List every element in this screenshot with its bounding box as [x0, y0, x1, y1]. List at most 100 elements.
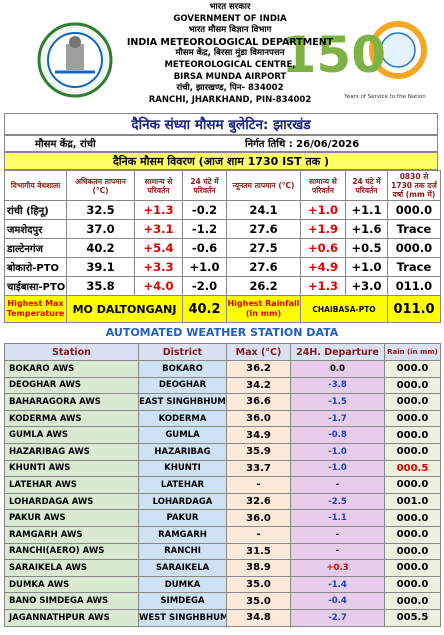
station-cell: RAMGARH AWS	[4, 525, 139, 544]
value-cell: 32.5	[66, 200, 135, 220]
value-cell: 39.1	[66, 257, 135, 277]
rain-cell: 000.0	[384, 442, 441, 461]
column-header: 24 घंटे में परिवर्तन	[182, 170, 227, 201]
departure-cell: -3.8	[290, 376, 385, 395]
column-header: सामान्य से परिवर्तन	[134, 170, 183, 201]
max-cell: 35.0	[226, 592, 291, 610]
departure-cell: -	[290, 476, 385, 494]
column-header: अधिकतम तापमान (°C)	[66, 170, 135, 201]
station-cell: HAZARIBAG AWS	[4, 442, 139, 461]
aws-row: PAKUR AWS PAKUR 36.0 -1.1 000.0	[4, 509, 441, 527]
departure-cell: -1.0	[290, 459, 385, 478]
max-cell: -	[226, 525, 291, 544]
district-cell: RANCHI	[138, 542, 227, 561]
district-cell: KODERMA	[138, 409, 227, 428]
departure-cell: +0.3	[290, 559, 385, 577]
column-header: सामान्य से परिवर्तन	[300, 170, 346, 201]
station-cell: PAKUR AWS	[4, 509, 139, 527]
rain-cell: 005.5	[384, 608, 441, 627]
logo-tagline: Years of Service to the Nation	[343, 94, 426, 100]
header-line: भारत मौसम विज्ञान विभाग	[188, 25, 272, 36]
header-line: RANCHI, JHARKHAND, PIN-834002	[148, 94, 312, 105]
header-line: BIRSA MUNDA AIRPORT	[173, 71, 287, 82]
bulletin-title: दैनिक संध्या मौसम बुलेटिन: झारखंड	[4, 113, 438, 135]
district-cell: DUMKA	[138, 575, 227, 594]
station-row: जमशेदपुर 37.0 +3.1 -1.2 27.6 +1.9 +1.6 Trace	[4, 219, 441, 239]
value-cell: +3.1	[134, 219, 183, 239]
value-cell: 27.5	[226, 238, 301, 258]
max-cell: 34.8	[226, 608, 291, 627]
rain-cell: 000.0	[384, 393, 441, 411]
highlight-cell: Highest Max Temperature	[4, 295, 67, 323]
column-header: 24 घंटे में परिवर्तन	[345, 170, 388, 201]
district-cell: RAMGARH	[138, 525, 227, 544]
station-name: डाल्टेनगंज	[4, 238, 67, 258]
logo-150: 150 Years of Service to the Nation	[282, 21, 427, 100]
issue-date: निर्गत तिथि : 26/06/2026	[245, 139, 360, 150]
aws-row: RANCHI(AERO) AWS RANCHI 31.5-000.0	[4, 542, 441, 561]
max-cell: 38.9	[226, 559, 291, 577]
header-line: मौसम केंद्र, बिरसा मुंडा विमानपत्तन	[175, 48, 285, 59]
station-cell: GUMLA AWS	[4, 426, 139, 444]
max-cell: 33.7	[226, 459, 291, 478]
district-cell: HAZARIBAG	[138, 442, 227, 461]
aws-title: AUTOMATED WEATHER STATION DATA	[105, 326, 339, 339]
value-cell: Trace	[387, 219, 441, 239]
header-row: विभागीय वेधशाला अधिकतम तापमान (°C) सामान्य…	[4, 170, 441, 201]
value-cell: -1.2	[182, 219, 227, 239]
value-cell: +1.0	[345, 257, 388, 277]
district-cell: GUMLA	[138, 426, 227, 444]
aws-row: LATEHAR AWS LATEHAR - -000.0	[4, 476, 441, 494]
value-cell: +3.3	[134, 257, 183, 277]
district-cell: LATEHAR	[138, 476, 227, 494]
subtitle: दैनिक मौसम विवरण (आज शाम 1730 IST तक )	[4, 152, 438, 170]
station-cell: DEOGHAR AWS	[4, 376, 139, 395]
header-line: INDIA METEOROLOGICAL DEPARTMENT	[126, 36, 334, 48]
rain-cell: 001.0	[384, 492, 441, 511]
header-line: भारत सरकार	[209, 2, 251, 12]
highlight-cell: Highest Rainfall (in mm)	[226, 295, 301, 323]
station-row: डाल्टेनगंज 40.2 +5.4 -0.6 27.5 +0.6 +0.5 000.0	[4, 238, 441, 258]
aws-row: SARAIKELA AWS SARAIKELA 38.9 +0.3 000.0	[4, 559, 441, 577]
rain-cell: 000.0	[384, 559, 441, 577]
departure-cell: 0.0	[290, 360, 385, 378]
departure-cell: -0.4	[290, 592, 385, 610]
header: 150 Years of Service to the Nation भारत …	[0, 0, 444, 112]
value-cell: +0.5	[345, 238, 388, 258]
aws-row: GUMLA AWS GUMLA 34.9 -0.8 000.0	[4, 426, 441, 444]
column-header: न्यूनतम तापमान (°C)	[226, 170, 301, 201]
max-cell: 34.9	[226, 426, 291, 444]
district-cell: SIMDEGA	[138, 592, 227, 610]
station-row: रांची (हिनू) 32.5 +1.3 -0.2 24.1 +1.0 +1.1 000.…	[4, 200, 441, 220]
value-cell: -2.0	[182, 276, 227, 296]
max-cell: 36.0	[226, 509, 291, 527]
highlight-cell: MO DALTONGANJ	[66, 295, 183, 323]
max-cell: 32.6	[226, 492, 291, 511]
departure-cell: -2.5	[290, 492, 385, 511]
aws-row: DEOGHAR AWS DEOGHAR 34.2 -3.8 000.0	[4, 376, 441, 395]
max-cell: -	[226, 476, 291, 494]
departure-cell: -1.7	[290, 409, 385, 428]
rain-cell: 000.0	[384, 409, 441, 428]
station-name: बोकारो-PTO	[4, 257, 67, 277]
rain-cell: 000.0	[384, 476, 441, 494]
value-cell: +4.9	[300, 257, 346, 277]
column-header: विभागीय वेधशाला	[4, 170, 67, 201]
departure-cell: -1.1	[290, 509, 385, 527]
column-header: Max (°C)	[226, 343, 291, 361]
station-cell: JAGANNATHPUR AWS	[4, 608, 139, 627]
station-cell: BAHARAGORA AWS	[4, 393, 139, 411]
centre-row: मौसम केंद्र, रांची निर्गत तिथि : 26/06/2…	[4, 135, 438, 152]
max-cell: 36.6	[226, 393, 291, 411]
highlight-cell: CHAIBASA-PTO	[300, 295, 388, 323]
value-cell: +1.3	[300, 276, 346, 296]
highlight-cell: 40.2	[182, 295, 227, 323]
rain-cell: 000.0	[384, 592, 441, 610]
aws-row: JAGANNATHPUR AWS WEST SINGHBHUM 34.8 -2.7 00…	[4, 608, 441, 627]
station-cell: LATEHAR AWS	[4, 476, 139, 494]
district-cell: BOKARO	[138, 360, 227, 378]
value-cell: -0.6	[182, 238, 227, 258]
departure-cell: -1.5	[290, 393, 385, 411]
value-cell: 011.0	[387, 276, 441, 296]
